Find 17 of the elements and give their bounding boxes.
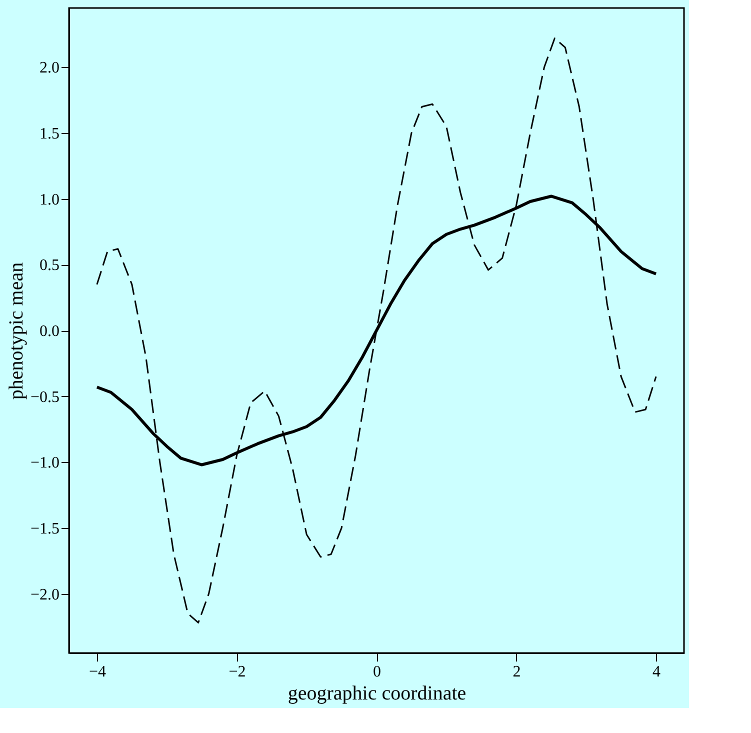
x-tick-label: 0 <box>373 664 381 680</box>
x-axis-title: geographic coordinate <box>288 682 466 704</box>
y-tick-label: −1.0 <box>30 454 60 472</box>
x-tick-label: 4 <box>652 664 661 680</box>
y-tick-label: −0.5 <box>30 388 60 406</box>
y-tick-label: 1.0 <box>40 191 60 208</box>
x-tick-label: −4 <box>88 664 106 680</box>
y-tick-label: −1.5 <box>30 520 60 538</box>
y-tick-label: 2.0 <box>40 60 60 77</box>
x-tick-label: 2 <box>512 664 521 680</box>
y-tick-label: 0.0 <box>40 323 60 340</box>
y-tick-label: 1.5 <box>40 126 60 143</box>
y-tick-label: 0.5 <box>40 257 60 274</box>
x-tick-label: −2 <box>228 664 246 680</box>
y-tick-label: −2.0 <box>30 586 60 604</box>
y-axis-title: phenotypic mean <box>5 262 28 400</box>
line-series <box>96 38 657 624</box>
